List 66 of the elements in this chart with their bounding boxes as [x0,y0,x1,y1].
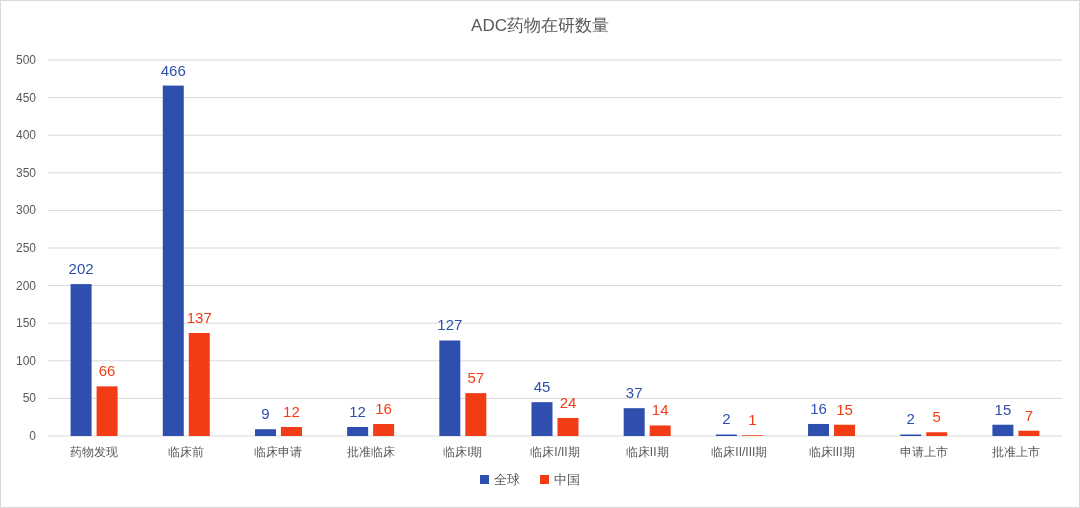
y-tick-label: 400 [15,128,37,143]
bar [465,393,487,436]
data-label: 66 [98,362,116,380]
bar [254,429,276,436]
x-tick-label: 申请上市 [899,445,948,459]
data-label: 5 [932,408,941,426]
bar [808,423,830,436]
data-label: 16 [810,399,827,417]
data-label: 24 [559,393,577,411]
data-label: 15 [994,400,1012,418]
bar [373,423,395,436]
x-tick-label: 临床II/III期 [711,445,768,459]
bar [623,408,645,436]
x-tick-label: 批准上市 [991,445,1040,459]
data-label: 466 [160,61,186,79]
data-label: 127 [437,316,463,334]
data-label: 7 [1024,406,1034,424]
legend-label: 中国 [554,472,580,487]
data-label: 2 [722,410,731,428]
y-tick-label: 250 [15,241,37,255]
bar [992,424,1014,436]
data-label: 2 [906,410,915,428]
bar [439,340,461,436]
x-tick-label: 临床I/II期 [530,445,580,459]
bar [1018,430,1040,436]
x-tick-label: 批准临床 [346,445,395,459]
bar [162,85,184,436]
x-tick-label: 药物发现 [70,445,119,459]
bar [188,332,210,436]
bar [70,284,92,436]
data-label: 57 [467,369,485,387]
x-tick-label: 临床III期 [808,445,855,459]
data-label: 14 [651,401,669,419]
bar [834,424,856,436]
data-label: 45 [533,378,551,396]
data-label: 12 [349,402,366,420]
legend-label: 全球 [494,472,520,487]
data-label: 16 [375,399,392,417]
y-tick-label: 300 [15,203,37,218]
y-tick-label: 0 [29,429,37,443]
bar [96,386,118,436]
bar [926,432,948,436]
bar [347,426,369,436]
y-tick-label: 200 [15,278,37,293]
bar [557,417,579,436]
data-label: 1 [748,411,757,429]
data-label: 202 [68,260,94,278]
bar [649,425,671,436]
y-tick-label: 450 [15,90,37,105]
y-tick-label: 500 [15,53,37,67]
data-label: 37 [625,384,643,402]
x-tick-label: 临床前 [168,445,205,459]
data-label: 137 [186,308,212,326]
y-tick-label: 150 [15,316,37,331]
bar [280,426,302,436]
x-tick-label: 临床II期 [625,445,669,459]
data-label: 15 [836,400,853,418]
y-tick-label: 100 [15,353,37,368]
bar [531,402,553,436]
x-tick-label: 临床申请 [254,445,303,459]
chart-title: ADC药物在研数量 [471,16,609,35]
x-tick-label: 临床I期 [443,445,483,459]
data-label: 12 [283,402,300,420]
y-tick-label: 50 [22,391,37,406]
y-tick-label: 350 [15,165,37,180]
data-label: 9 [261,405,270,423]
